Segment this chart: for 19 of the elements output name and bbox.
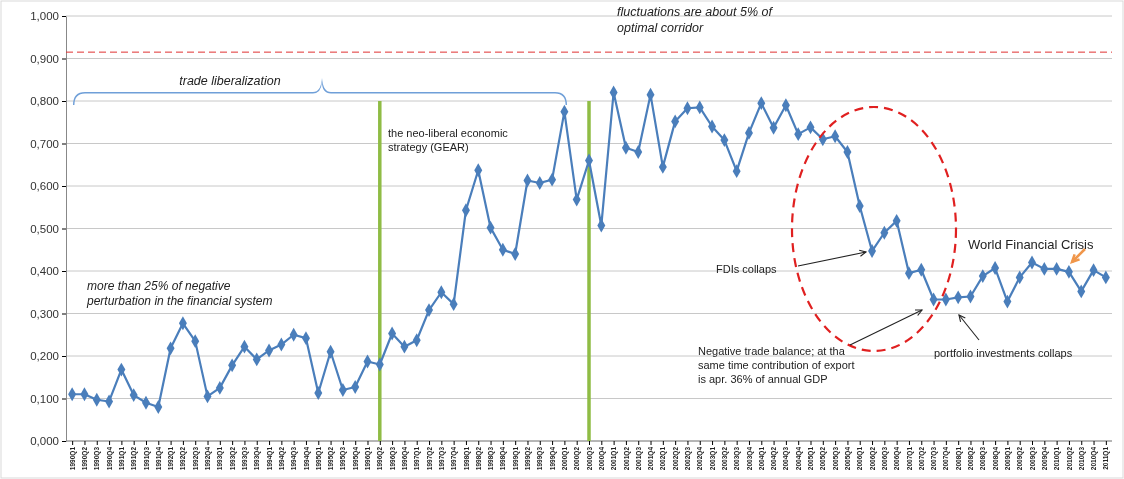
annotation: more than 25% of negative perturbation in the financial system bbox=[86, 279, 273, 308]
y-tick-label: 0,600 bbox=[30, 180, 59, 193]
y-tick-label: 0,700 bbox=[30, 137, 59, 150]
y-tick-label: 0,500 bbox=[30, 222, 59, 235]
y-tick-label: 0,900 bbox=[30, 52, 59, 65]
y-tick-label: 1,000 bbox=[30, 10, 59, 23]
annotation: fluctuations are about 5% of optimal corridor bbox=[617, 5, 774, 35]
y-tick-label: 0,100 bbox=[30, 392, 59, 405]
annotation: World Financial Crisis bbox=[968, 237, 1094, 252]
annotation: the neo-liberal economic strategy (GEAR) bbox=[388, 127, 509, 153]
y-tick-label: 0,400 bbox=[30, 265, 59, 278]
y-tick-label: 0,200 bbox=[30, 350, 59, 363]
y-tick-label: 0,800 bbox=[30, 95, 59, 108]
y-tick-label: 0,300 bbox=[30, 307, 59, 320]
annotation: FDIs collaps bbox=[716, 263, 778, 275]
annotation: trade liberalization bbox=[179, 74, 281, 88]
annotation: portfolio investments collaps bbox=[934, 347, 1073, 359]
y-tick-label: 0,000 bbox=[30, 435, 59, 448]
annotation: Negative trade balance; at tha same time contribution of export is apr. 36% of annual GDP bbox=[698, 345, 855, 385]
